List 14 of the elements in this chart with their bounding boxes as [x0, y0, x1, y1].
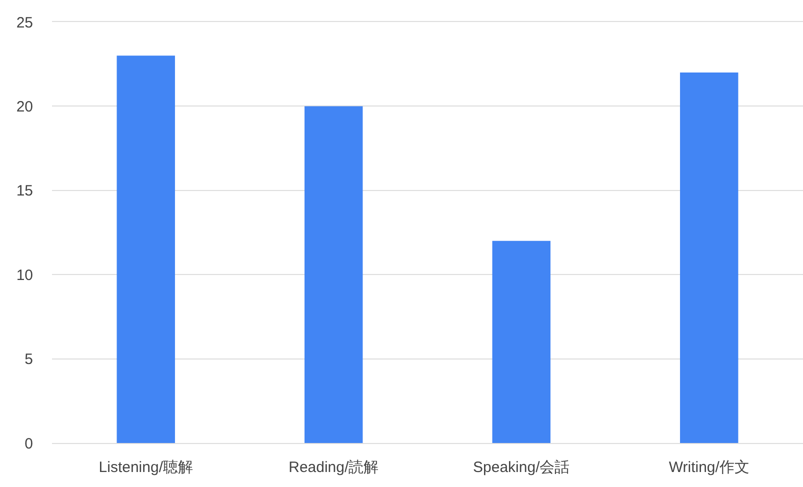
bar: [680, 72, 738, 443]
x-tick-label: Listening/聴解: [98, 459, 193, 476]
x-tick-label: Reading/読解: [288, 459, 379, 476]
bar: [492, 240, 550, 443]
y-tick-label: 10: [16, 266, 33, 284]
bar: [116, 56, 175, 443]
y-tick-label: 15: [16, 182, 33, 200]
x-tick-label: Speaking/会話: [473, 459, 570, 476]
y-tick-label: 25: [16, 14, 33, 32]
y-tick-label: 20: [16, 98, 33, 116]
x-tick-label: Writing/作文: [668, 459, 750, 476]
y-tick-label: 5: [24, 351, 33, 368]
bar: [304, 106, 363, 443]
y-tick-label: 0: [24, 435, 33, 452]
